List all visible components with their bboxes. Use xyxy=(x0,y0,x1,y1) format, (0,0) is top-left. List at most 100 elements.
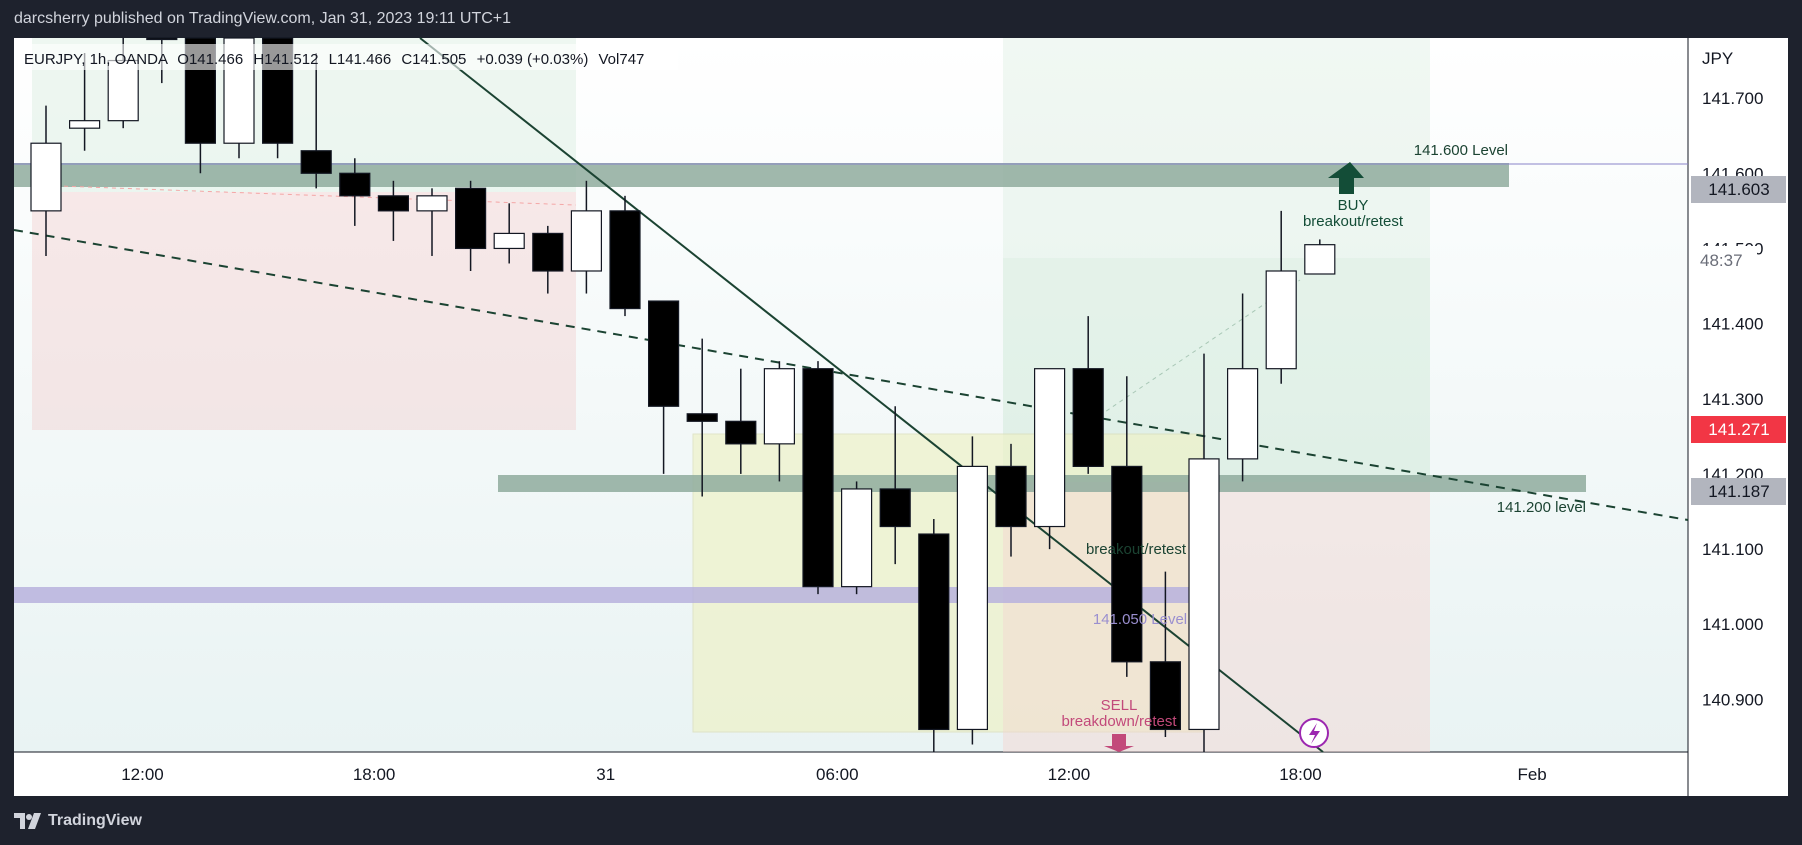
candle-body-bear xyxy=(300,150,332,174)
candle xyxy=(956,436,989,745)
level-label-141600: 141.600 Level xyxy=(1414,142,1508,159)
legend-close: C141.505 xyxy=(401,51,466,68)
candle-body-bear xyxy=(609,210,641,310)
candle-body-bull xyxy=(30,142,62,212)
candle xyxy=(300,53,332,189)
candle xyxy=(802,361,834,595)
candle-body-bull xyxy=(416,195,448,212)
candle xyxy=(377,180,409,241)
buy-sub-label: breakout/retest xyxy=(1303,213,1404,230)
candle-body-bear xyxy=(532,232,564,272)
candle xyxy=(416,188,448,256)
legend-high: H141.512 xyxy=(253,51,318,68)
ohlc-legend: EURJPY, 1h, OANDA O141.466 H141.512 L141… xyxy=(18,44,678,70)
x-tick-label: 12:00 xyxy=(1048,765,1091,784)
candle-body-bull xyxy=(1033,368,1066,528)
axis-currency: JPY xyxy=(1702,49,1733,68)
candle-body-bull xyxy=(68,120,101,129)
candle-body-bear xyxy=(995,465,1027,528)
candle-body-bear xyxy=(918,533,950,731)
candle xyxy=(455,180,487,271)
price-label-141187: 141.187 xyxy=(1691,478,1786,505)
level-band-141600 xyxy=(14,163,1509,187)
y-tick-label: 141.100 xyxy=(1702,540,1763,559)
svg-text:EURJPY, 1h, OANDA O141.4: EURJPY, 1h, OANDA O141.466 H141.512 L141… xyxy=(24,51,644,68)
candle-body-bull xyxy=(956,465,989,731)
candles-group xyxy=(30,37,1336,752)
candle-body-bull xyxy=(107,59,139,122)
x-tick-group: 12:00 18:00 31 06:00 12:00 18:00 Feb xyxy=(121,765,1547,784)
mid-breakout-label: breakout/retest xyxy=(1086,541,1187,558)
candle-body-bull xyxy=(1304,244,1336,275)
countdown-badge: 48:37 xyxy=(1691,246,1757,273)
candle-body-bull xyxy=(1188,458,1220,731)
x-tick-label: 12:00 xyxy=(121,765,164,784)
candle-body-bear xyxy=(146,37,178,41)
candlestick-chart[interactable]: 141.700141.600141.500141.400141.300141.2… xyxy=(0,0,1802,796)
candle xyxy=(107,38,139,129)
x-tick-label: 18:00 xyxy=(353,765,396,784)
candle-body-bear xyxy=(339,172,371,197)
red-zone-left xyxy=(32,192,576,430)
candle xyxy=(30,105,62,256)
y-tick-label: 141.700 xyxy=(1702,89,1763,108)
candle xyxy=(647,300,680,474)
candle-body-bear xyxy=(725,420,757,445)
candle xyxy=(918,519,950,752)
price-label-141271-text: 141.271 xyxy=(1708,420,1769,439)
candle-body-bear xyxy=(879,488,911,528)
x-tick-label: 31 xyxy=(596,765,615,784)
candle-body-bull xyxy=(570,210,603,272)
sell-arrow-icon xyxy=(1104,734,1134,752)
candle-body-bear xyxy=(1072,368,1104,467)
candle xyxy=(1111,376,1143,677)
price-label-141271: 141.271 xyxy=(1691,416,1786,443)
publisher-text: darcsherry published on TradingView.com,… xyxy=(14,10,512,27)
light-dashed-line-upper xyxy=(31,184,577,206)
legend-open: O141.466 xyxy=(177,51,243,68)
level-band-141050 xyxy=(14,587,1204,603)
tradingview-logo[interactable]: TradingView xyxy=(14,812,142,830)
tradingview-logo-icon xyxy=(14,813,41,829)
countdown-text: 48:37 xyxy=(1700,251,1743,270)
candle xyxy=(686,338,718,497)
publisher-header: darcsherry published on TradingView.com,… xyxy=(0,0,1802,38)
candle xyxy=(1188,353,1220,752)
candle-body-bear xyxy=(1111,465,1143,663)
alert-lightning-icon[interactable] xyxy=(1299,718,1329,748)
x-tick-label: Feb xyxy=(1517,765,1546,784)
candle xyxy=(763,361,796,482)
y-tick-label: 140.900 xyxy=(1702,690,1763,709)
candle-body-bear xyxy=(455,187,487,250)
price-label-141603: 141.603 xyxy=(1691,176,1786,203)
candle-body-bear xyxy=(377,195,409,212)
tradingview-logo-text: TradingView xyxy=(48,812,142,829)
candle xyxy=(1226,293,1259,482)
price-label-141187-text: 141.187 xyxy=(1708,482,1769,501)
candle xyxy=(1072,316,1104,474)
candle xyxy=(1304,239,1336,275)
price-label-141603-text: 141.603 xyxy=(1708,180,1769,199)
legend-symbol: EURJPY, 1h, OANDA xyxy=(24,51,168,68)
candle-body-bull xyxy=(1265,270,1297,370)
candle-body-bull xyxy=(840,488,873,588)
time-axis-background xyxy=(14,752,1688,796)
y-tick-label: 141.000 xyxy=(1702,615,1763,634)
candle xyxy=(532,225,564,294)
legend-low: L141.466 xyxy=(329,51,392,68)
candle-body-bear xyxy=(1149,661,1182,731)
candle xyxy=(840,481,873,595)
buy-label: BUY xyxy=(1338,197,1369,214)
green-zone-right xyxy=(1003,38,1430,258)
candle xyxy=(493,203,525,264)
candle-body-bull xyxy=(1226,368,1259,460)
y-tick-label: 141.300 xyxy=(1702,390,1763,409)
candle xyxy=(725,368,757,474)
candle-body-bull xyxy=(493,232,525,250)
trend-line-dashed xyxy=(13,229,1689,521)
x-tick-label: 18:00 xyxy=(1279,765,1322,784)
sell-sub-label: breakdown/retest xyxy=(1061,713,1177,730)
candle-body-bear xyxy=(802,368,834,588)
footer-bar: TradingView xyxy=(0,796,1802,845)
candle xyxy=(879,406,911,565)
